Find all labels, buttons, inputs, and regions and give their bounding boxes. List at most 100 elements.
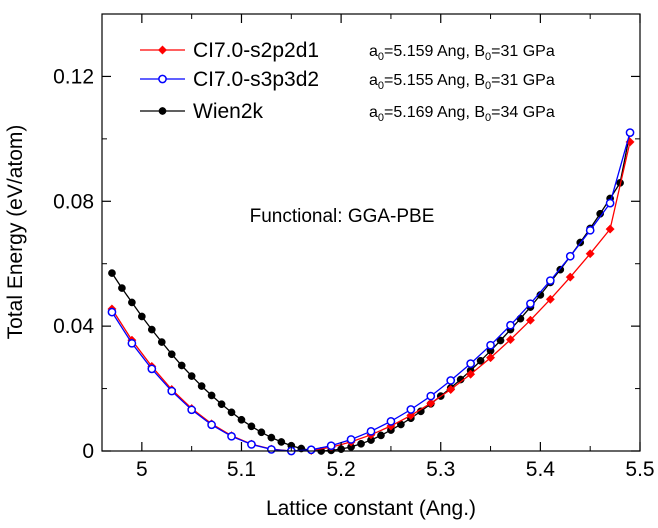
fit-text: =5.159 Ang,	[384, 43, 474, 60]
data-point	[357, 439, 365, 448]
data-point	[516, 314, 525, 323]
data-point	[526, 299, 535, 309]
legend-item: CI7.0-s2p2d1 a0=5.159 Ang, B0=31 GPa	[140, 39, 555, 63]
data-point	[605, 224, 615, 234]
fit-subscript: 0	[485, 80, 491, 92]
data-point	[585, 249, 595, 259]
x-tick-label: 5.4	[526, 458, 556, 481]
data-point	[177, 361, 186, 370]
data-point	[108, 269, 116, 277]
x-tick-label: 5.1	[227, 458, 256, 481]
data-point	[207, 420, 216, 430]
legend-item: CI7.0-s3p3d2 a0=5.155 Ang, B0=31 GPa	[140, 68, 555, 92]
series-line	[111, 141, 631, 452]
fit-text: =34 GPa	[491, 104, 555, 121]
data-point	[277, 438, 286, 446]
data-point	[167, 350, 176, 359]
x-axis-title: Lattice constant (Ang.)	[266, 497, 476, 520]
data-point	[237, 415, 246, 424]
data-point	[366, 426, 376, 436]
fit-text: a	[369, 72, 378, 89]
data-point	[466, 369, 476, 379]
data-point	[446, 384, 456, 395]
data-point	[187, 372, 196, 380]
data-point	[486, 340, 495, 350]
fit-text: =5.155 Ang,	[384, 72, 474, 89]
x-tick-label: 5.2	[327, 458, 356, 481]
y-tick-label: 0	[82, 440, 94, 463]
data-point	[197, 382, 206, 390]
data-point	[525, 315, 535, 325]
data-point	[565, 251, 575, 261]
data-point	[377, 431, 385, 440]
ticks-layer: 5 5.1 5.2 5.3 5.4 5.5 0 0.04 0.08 0.12	[53, 14, 655, 481]
data-point	[446, 376, 456, 385]
data-point	[476, 356, 485, 365]
fit-subscript: 0	[485, 112, 491, 124]
fit-text: =31 GPa	[491, 72, 555, 89]
data-point	[147, 325, 156, 334]
data-point	[426, 398, 436, 408]
series-layer	[107, 128, 635, 456]
legend-label: CI7.0-s3p3d2	[193, 68, 319, 91]
fit-parameters: a0=5.159 Ang, B0=31 GPa	[369, 43, 555, 63]
data-point	[625, 128, 635, 137]
data-point	[506, 320, 515, 330]
series-line	[111, 132, 631, 452]
fit-text: =5.169 Ang,	[384, 104, 474, 121]
data-point	[605, 198, 615, 208]
y-tick-label: 0.12	[53, 65, 94, 88]
fit-text: B	[474, 104, 485, 121]
fit-text: a	[369, 104, 378, 121]
data-point	[585, 225, 595, 235]
data-point	[267, 433, 276, 442]
functional-annotation: Functional: GGA-PBE	[250, 206, 435, 227]
y-tick-label: 0.08	[53, 190, 94, 213]
fit-subscript: 0	[378, 51, 384, 63]
data-point	[187, 405, 197, 415]
data-point	[466, 359, 475, 368]
fit-subscript: 0	[485, 51, 491, 63]
data-point	[545, 276, 555, 285]
y-axis-title: Total Energy (eV/atom)	[4, 125, 27, 340]
data-point	[147, 364, 157, 374]
data-point	[227, 431, 236, 441]
series-ci7-0-s2p2d1	[107, 137, 635, 456]
data-point	[207, 391, 216, 400]
x-tick-label: 5.3	[426, 458, 455, 481]
legend-label: CI7.0-s2p2d1	[193, 39, 319, 62]
data-point	[406, 405, 416, 414]
data-point	[426, 391, 436, 401]
data-point	[326, 441, 336, 451]
legend-marker	[158, 74, 167, 84]
legend-marker	[157, 45, 168, 55]
data-point	[306, 445, 316, 455]
fit-text: B	[474, 72, 485, 89]
data-point	[247, 440, 256, 449]
fit-parameters: a0=5.169 Ang, B0=34 GPa	[369, 104, 555, 124]
data-point	[107, 307, 117, 317]
data-point	[257, 428, 266, 437]
series-ci7-0-s3p3d2	[107, 128, 635, 456]
fit-parameters: a0=5.155 Ang, B0=31 GPa	[369, 72, 555, 92]
data-point	[486, 353, 496, 363]
data-point	[545, 294, 555, 304]
data-point	[406, 410, 416, 420]
fit-text: B	[474, 43, 485, 60]
data-point	[267, 445, 276, 454]
legend-item: Wien2k a0=5.169 Ang, B0=34 GPa	[140, 100, 555, 124]
data-point	[227, 408, 236, 417]
x-tick-label: 5	[136, 458, 148, 481]
data-point	[217, 400, 226, 409]
x-tick-label: 5.5	[625, 458, 654, 481]
data-point	[565, 272, 575, 282]
data-point	[167, 386, 177, 396]
data-point	[138, 312, 146, 321]
data-point	[505, 335, 516, 345]
legend: CI7.0-s2p2d1 a0=5.159 Ang, B0=31 GPaCI7.0…	[140, 39, 555, 124]
legend-label: Wien2k	[193, 100, 264, 123]
fit-text: =31 GPa	[491, 43, 555, 60]
data-point	[128, 298, 136, 307]
data-point	[157, 338, 166, 346]
